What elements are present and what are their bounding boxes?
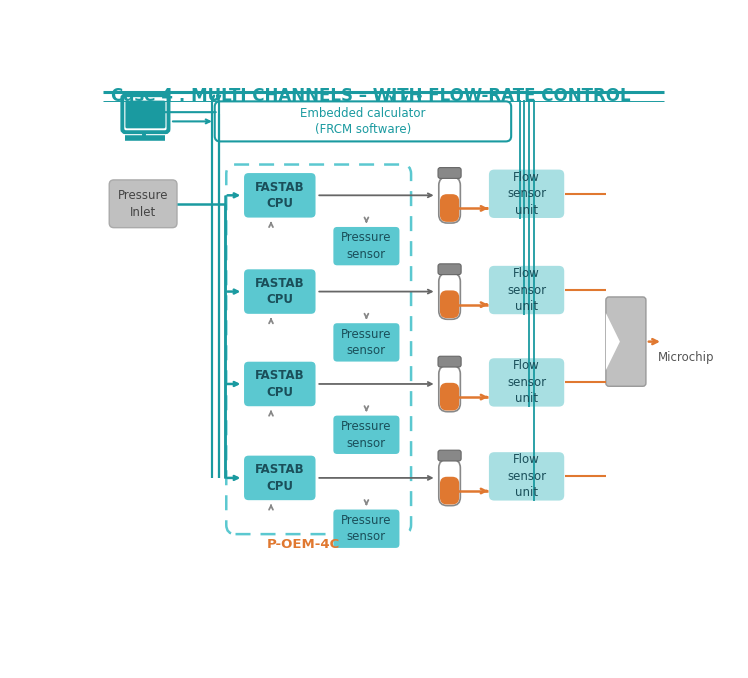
FancyBboxPatch shape: [439, 273, 460, 319]
Text: Microchip: Microchip: [657, 351, 714, 363]
Text: FASTAB
CPU: FASTAB CPU: [255, 277, 304, 306]
FancyBboxPatch shape: [243, 172, 316, 218]
FancyBboxPatch shape: [488, 169, 565, 219]
FancyBboxPatch shape: [488, 357, 565, 407]
FancyBboxPatch shape: [109, 180, 177, 228]
FancyBboxPatch shape: [438, 264, 461, 275]
FancyBboxPatch shape: [243, 268, 316, 315]
FancyBboxPatch shape: [488, 452, 565, 502]
FancyBboxPatch shape: [438, 356, 461, 367]
FancyBboxPatch shape: [440, 383, 459, 411]
FancyBboxPatch shape: [333, 415, 400, 455]
Text: FASTAB
CPU: FASTAB CPU: [255, 370, 304, 399]
Text: Pressure
Inlet: Pressure Inlet: [118, 189, 168, 218]
Text: Flow
sensor
unit: Flow sensor unit: [507, 171, 546, 217]
Text: Pressure
sensor: Pressure sensor: [341, 420, 392, 450]
Text: Flow
sensor
unit: Flow sensor unit: [507, 454, 546, 500]
FancyBboxPatch shape: [215, 102, 511, 142]
FancyBboxPatch shape: [333, 508, 400, 549]
Text: P-OEM-4C: P-OEM-4C: [266, 538, 340, 551]
Text: Flow
sensor
unit: Flow sensor unit: [507, 359, 546, 405]
FancyBboxPatch shape: [126, 100, 165, 128]
Text: Embedded calculator
(FRCM software): Embedded calculator (FRCM software): [300, 106, 426, 136]
FancyBboxPatch shape: [333, 226, 400, 266]
FancyBboxPatch shape: [439, 177, 460, 223]
FancyBboxPatch shape: [440, 477, 459, 504]
FancyBboxPatch shape: [439, 460, 460, 506]
Text: Flow
sensor
unit: Flow sensor unit: [507, 267, 546, 313]
FancyBboxPatch shape: [440, 290, 459, 318]
Text: Pressure
sensor: Pressure sensor: [341, 231, 392, 261]
FancyBboxPatch shape: [440, 194, 459, 222]
Text: FASTAB
CPU: FASTAB CPU: [255, 463, 304, 493]
Text: Case 4 : MULTI CHANNELS – WITH FLOW-RATE CONTROL: Case 4 : MULTI CHANNELS – WITH FLOW-RATE…: [111, 87, 631, 105]
FancyBboxPatch shape: [243, 361, 316, 407]
Text: Pressure
sensor: Pressure sensor: [341, 514, 392, 544]
FancyBboxPatch shape: [438, 450, 461, 461]
Text: Pressure
sensor: Pressure sensor: [341, 327, 392, 357]
FancyBboxPatch shape: [488, 265, 565, 315]
FancyBboxPatch shape: [438, 167, 461, 178]
FancyBboxPatch shape: [243, 455, 316, 501]
Polygon shape: [606, 313, 620, 370]
FancyBboxPatch shape: [333, 322, 400, 363]
Text: FASTAB
CPU: FASTAB CPU: [255, 180, 304, 210]
FancyBboxPatch shape: [606, 297, 646, 386]
FancyBboxPatch shape: [439, 365, 460, 412]
